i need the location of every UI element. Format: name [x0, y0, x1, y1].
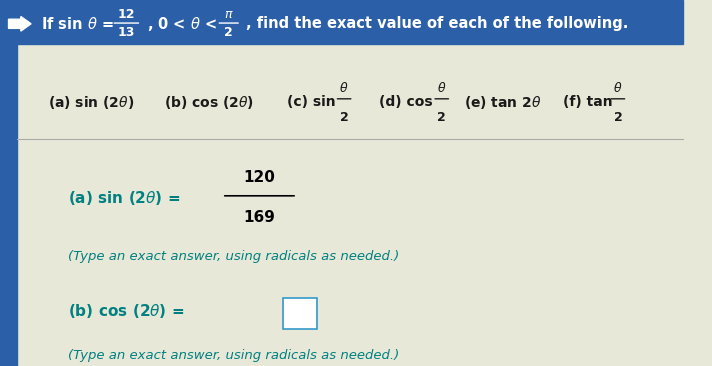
FancyArrow shape: [9, 16, 31, 31]
Text: (b) cos (2$\theta$) =: (b) cos (2$\theta$) =: [68, 302, 187, 320]
Text: (a) sin (2$\theta$): (a) sin (2$\theta$): [48, 94, 134, 111]
Text: $\theta$: $\theta$: [437, 81, 446, 95]
Text: (a) sin (2$\theta$) =: (a) sin (2$\theta$) =: [68, 188, 182, 207]
Text: 2: 2: [340, 111, 348, 124]
Text: 2: 2: [614, 111, 622, 124]
Text: (Type an exact answer, using radicals as needed.): (Type an exact answer, using radicals as…: [68, 348, 399, 362]
Bar: [0, 0, 683, 44]
Text: 2: 2: [437, 111, 446, 124]
Text: 13: 13: [117, 26, 135, 40]
Text: 120: 120: [244, 170, 276, 185]
Text: (e) tan 2$\theta$: (e) tan 2$\theta$: [464, 94, 542, 111]
Text: If sin $\theta$ =: If sin $\theta$ =: [41, 16, 115, 32]
Bar: [0, 0, 17, 366]
Text: (f) tan: (f) tan: [563, 96, 613, 109]
Text: , 0 < $\theta$ <: , 0 < $\theta$ <: [147, 15, 219, 33]
Text: (Type an exact answer, using radicals as needed.): (Type an exact answer, using radicals as…: [68, 250, 399, 263]
Text: $\theta$: $\theta$: [613, 81, 622, 95]
Text: (d) cos: (d) cos: [379, 96, 433, 109]
Text: 2: 2: [224, 26, 233, 40]
FancyBboxPatch shape: [283, 298, 318, 329]
Text: (c) sin: (c) sin: [287, 96, 335, 109]
Text: 12: 12: [117, 8, 135, 21]
Text: $\pi$: $\pi$: [224, 8, 234, 21]
Text: $\theta$: $\theta$: [340, 81, 349, 95]
Text: 169: 169: [244, 210, 276, 225]
Text: (b) cos (2$\theta$): (b) cos (2$\theta$): [164, 94, 253, 111]
Text: , find the exact value of each of the following.: , find the exact value of each of the fo…: [246, 16, 628, 31]
